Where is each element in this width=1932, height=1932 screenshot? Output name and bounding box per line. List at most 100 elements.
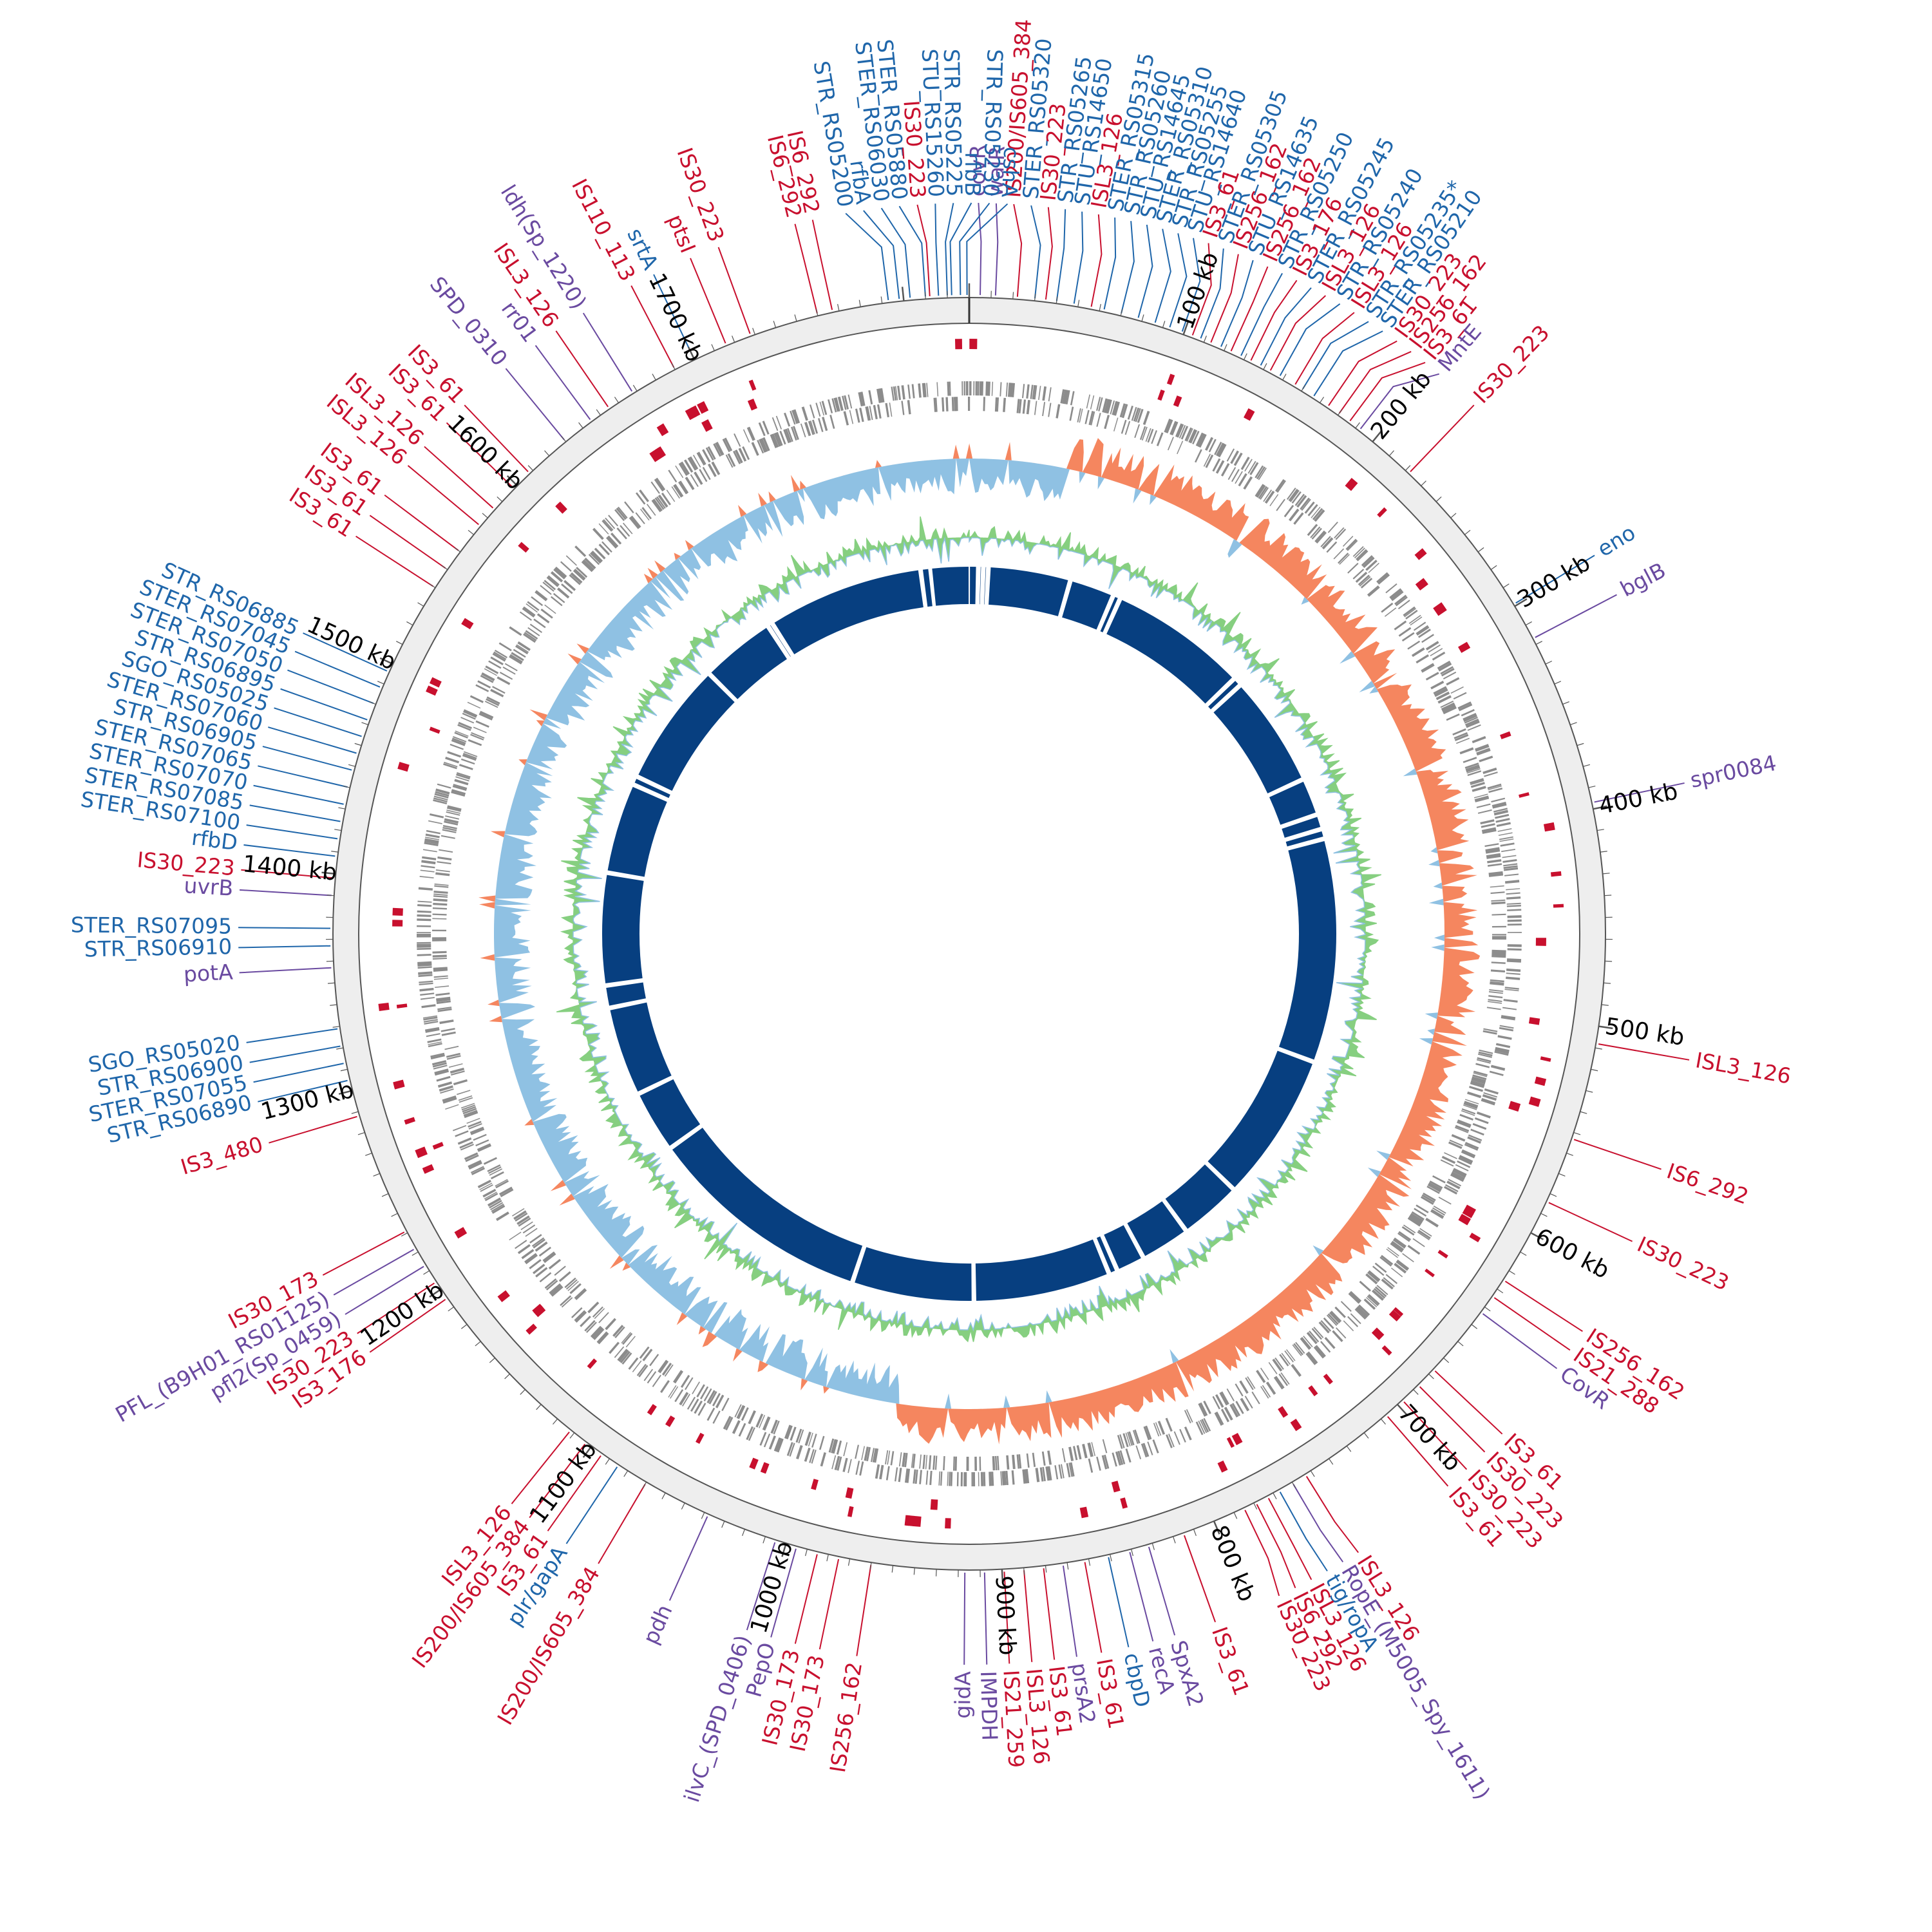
minor-tick [1380, 1418, 1386, 1425]
cds-bar [1420, 1196, 1434, 1206]
leader-line [880, 207, 911, 298]
cds-bar [1387, 1247, 1399, 1256]
cds-bar [725, 1417, 734, 1431]
cds-bar [468, 1121, 482, 1128]
cds-bar [1321, 537, 1334, 550]
cds-bar [435, 985, 450, 989]
cds-track [417, 381, 1522, 1486]
cds-bar [1220, 1391, 1229, 1405]
cds-bar [897, 385, 902, 401]
cds-bar [1501, 1015, 1516, 1020]
cds-bar [948, 1472, 951, 1486]
cds-bar [811, 1434, 817, 1448]
cds-bar [1001, 1471, 1005, 1486]
cds-bar [708, 1391, 717, 1405]
cds-bar [529, 1234, 542, 1244]
cds-bar [440, 1028, 455, 1032]
cds-bar [1269, 494, 1279, 507]
minor-tick [1457, 1341, 1464, 1347]
cds-bar [447, 751, 462, 758]
cds-bar [1203, 453, 1211, 467]
leader-line [269, 1115, 357, 1144]
cds-bar [1339, 554, 1350, 565]
cds-bar [1106, 399, 1112, 414]
leader-line [1594, 782, 1685, 803]
cds-bar [513, 649, 526, 658]
leader-line [794, 1554, 818, 1644]
cds-bar [460, 717, 475, 724]
collinear-block [1062, 582, 1111, 630]
cds-bar [875, 1464, 880, 1479]
cds-bar [457, 772, 471, 778]
minor-tick [1355, 422, 1360, 429]
cds-bar [419, 987, 434, 992]
cds-bar [560, 561, 572, 572]
minor-tick [869, 1562, 872, 1570]
cds-bar [1502, 858, 1517, 863]
cds-bar [433, 893, 448, 896]
cds-bar [1235, 471, 1243, 484]
cds-bar [1330, 1311, 1342, 1323]
cds-bar [536, 590, 548, 600]
cds-bar [694, 471, 703, 486]
is-element-mark [845, 1487, 854, 1499]
is-element-mark [429, 677, 442, 688]
major-tick [1001, 1569, 1004, 1584]
major-tick [338, 1090, 353, 1095]
cds-bar [1391, 1240, 1405, 1251]
cds-bar [420, 992, 435, 996]
cds-bar [1475, 797, 1490, 802]
cds-bar [432, 918, 447, 920]
cds-bar [1506, 888, 1520, 891]
minor-tick [671, 363, 676, 370]
cds-bar [491, 1205, 506, 1214]
cds-bar [1352, 569, 1365, 580]
cds-bar [477, 680, 491, 689]
cds-bar [446, 1055, 461, 1060]
cds-bar [904, 1468, 908, 1483]
cds-bar [591, 550, 603, 562]
feature-label: IS3_61 [1207, 1624, 1255, 1699]
cds-bar [1021, 384, 1025, 399]
cds-bar [431, 1060, 447, 1066]
cds-bar [1005, 1470, 1009, 1486]
cds-bar [618, 1349, 629, 1362]
cds-bar [1432, 651, 1446, 661]
leader-line [1056, 209, 1066, 301]
cds-bar [477, 1179, 491, 1189]
is-element-mark [1393, 1307, 1404, 1317]
cds-bar [1461, 709, 1475, 717]
cds-bar [890, 1451, 895, 1466]
collinear-block [1278, 840, 1336, 1060]
minor-tick [837, 304, 840, 312]
minor-tick [377, 681, 384, 685]
leader-line [294, 650, 381, 688]
cds-bar [1309, 1331, 1320, 1343]
cds-bar [1151, 430, 1157, 444]
cds-bar [1335, 528, 1347, 540]
cds-bar [1503, 999, 1518, 1003]
is-element-mark [904, 1515, 910, 1526]
cds-bar [1048, 402, 1052, 417]
is-element-mark [1435, 605, 1447, 616]
scale-label: 900 kb [990, 1575, 1020, 1656]
cds-bar [925, 1455, 928, 1470]
cds-bar [1000, 1471, 1003, 1486]
is-element-mark [969, 339, 978, 350]
cds-bar [1381, 602, 1394, 613]
cds-bar [1316, 531, 1327, 544]
is-element-mark [1550, 871, 1562, 877]
cds-bar [1390, 589, 1403, 601]
cds-bar [737, 1405, 746, 1419]
is-element-mark [1425, 1268, 1435, 1278]
cds-bar [1195, 1421, 1204, 1435]
feature-labels: covRwalRIS200/IS605_384STER_RS05320IS30_… [71, 18, 1793, 1805]
cds-bar [535, 1241, 548, 1252]
cds-bar [1208, 439, 1217, 453]
cds-bar [712, 1410, 721, 1424]
minor-tick [454, 547, 461, 553]
cds-bar [1214, 1412, 1222, 1426]
cds-bar [1491, 901, 1506, 905]
cds-bar [1005, 382, 1009, 397]
minor-tick [396, 641, 403, 645]
